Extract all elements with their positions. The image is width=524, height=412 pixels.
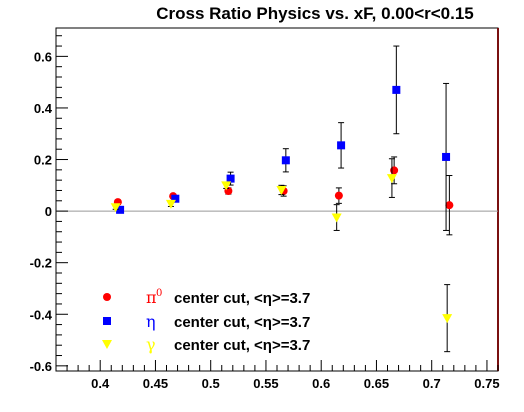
data-point — [331, 213, 342, 223]
x-tick-label: 0.45 — [143, 376, 168, 391]
data-point — [226, 174, 235, 183]
data-point — [392, 85, 401, 94]
data-point — [442, 314, 453, 324]
data-point — [334, 191, 343, 200]
x-tick-label: 0.7 — [423, 376, 441, 391]
x-tick-label: 0.65 — [364, 376, 389, 391]
data-point — [116, 205, 125, 214]
x-tick-label: 0.5 — [202, 376, 220, 391]
series-group — [113, 156, 454, 236]
legend-symbol: γ — [146, 335, 156, 354]
data-point — [281, 156, 290, 165]
y-tick-label: 0.4 — [34, 101, 53, 116]
data-point — [445, 201, 454, 210]
x-tick-label: 0.6 — [312, 376, 330, 391]
y-tick-label: -0.4 — [30, 307, 53, 322]
legend-symbol: π — [146, 288, 157, 307]
y-tick-label: -0.6 — [30, 359, 52, 374]
x-tick-label: 0.4 — [91, 376, 110, 391]
y-tick-label: 0 — [45, 204, 52, 219]
legend-label: center cut, <η>=3.7 — [174, 314, 310, 331]
legend-marker — [103, 317, 111, 325]
data-point — [442, 152, 451, 161]
legend-marker — [102, 340, 112, 349]
axis-ticks — [55, 35, 499, 371]
y-tick-label: 0.2 — [34, 153, 52, 168]
legend-label: center cut, <η>=3.7 — [174, 337, 310, 354]
chart-title: Cross Ratio Physics vs. xF, 0.00<r<0.15 — [156, 4, 474, 23]
legend-symbol: η — [146, 312, 156, 331]
legend-superscript: 0 — [156, 288, 162, 299]
legend: π 0 center cut, <η>=3.7 η center cut, <η>=3.… — [102, 288, 310, 354]
series-group — [110, 158, 453, 353]
data-point — [171, 194, 180, 203]
axis-labels: 0.4 0.45 0.5 0.55 0.6 0.65 0.7 0.75 -0.6 -0.4 -0.2… — [30, 49, 500, 391]
data-point — [390, 166, 399, 175]
data-layer — [110, 45, 454, 353]
data-point — [165, 199, 176, 209]
data-point — [276, 185, 287, 195]
legend-marker — [103, 293, 111, 301]
series-group — [116, 45, 451, 231]
data-point — [386, 174, 397, 184]
x-tick-label: 0.75 — [474, 376, 499, 391]
y-tick-label: -0.2 — [30, 256, 52, 271]
data-point — [110, 203, 121, 213]
data-point — [337, 141, 346, 150]
y-tick-label: 0.6 — [34, 49, 52, 64]
legend-label: center cut, <η>=3.7 — [174, 290, 310, 307]
data-point — [221, 181, 232, 191]
x-tick-label: 0.55 — [253, 376, 278, 391]
